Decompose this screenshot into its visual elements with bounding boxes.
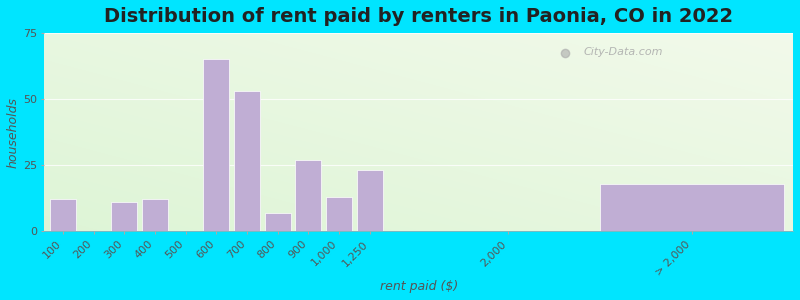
Bar: [295, 160, 322, 231]
X-axis label: rent paid ($): rent paid ($): [380, 280, 458, 293]
Y-axis label: households: households: [7, 97, 20, 168]
Bar: [234, 91, 260, 231]
Text: City-Data.com: City-Data.com: [583, 47, 663, 57]
Bar: [600, 184, 784, 231]
Bar: [111, 202, 138, 231]
Bar: [50, 200, 76, 231]
Bar: [203, 59, 230, 231]
Bar: [357, 170, 382, 231]
Bar: [142, 200, 168, 231]
Bar: [326, 197, 352, 231]
Title: Distribution of rent paid by renters in Paonia, CO in 2022: Distribution of rent paid by renters in …: [104, 7, 734, 26]
Bar: [265, 213, 290, 231]
